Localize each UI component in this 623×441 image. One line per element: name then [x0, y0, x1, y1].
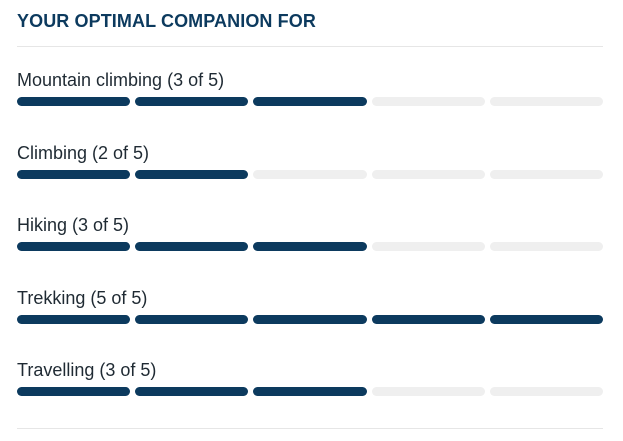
rating-segment-empty	[489, 387, 604, 396]
section-heading: YOUR OPTIMAL COMPANION FOR	[17, 11, 316, 31]
rating-segment-filled	[135, 315, 249, 324]
rating-label: Travelling (3 of 5)	[17, 360, 157, 380]
top-divider	[17, 46, 603, 47]
rating-segment-filled	[253, 387, 367, 396]
rating-segment-filled	[371, 315, 485, 324]
rating-segment-empty	[371, 387, 485, 396]
rating-segment-filled	[17, 387, 131, 396]
rating-label: Hiking (3 of 5)	[17, 215, 130, 235]
rating-segment-empty	[489, 97, 604, 106]
rating-segment-filled	[135, 97, 249, 106]
rating-trekking: Trekking (5 of 5)	[17, 287, 604, 324]
rating-label: Mountain climbing (3 of 5)	[17, 70, 225, 90]
rating-bar	[17, 387, 604, 396]
rating-mountain-climbing: Mountain climbing (3 of 5)	[17, 69, 604, 106]
rating-segment-filled	[17, 315, 131, 324]
companion-panel: YOUR OPTIMAL COMPANION FOR Mountain clim…	[17, 0, 604, 441]
bottom-divider	[17, 428, 603, 429]
rating-hiking: Hiking (3 of 5)	[17, 214, 604, 251]
rating-bar	[17, 242, 604, 251]
rating-segment-filled	[253, 315, 367, 324]
rating-segment-empty	[371, 97, 485, 106]
rating-segment-empty	[371, 170, 485, 179]
rating-segment-filled	[253, 97, 367, 106]
rating-segment-filled	[135, 387, 249, 396]
rating-label: Trekking (5 of 5)	[17, 288, 148, 308]
rating-segment-empty	[489, 170, 604, 179]
rating-segment-filled	[253, 242, 367, 251]
rating-segment-filled	[489, 315, 604, 324]
rating-segment-filled	[17, 97, 131, 106]
rating-segment-filled	[17, 170, 131, 179]
rating-segment-filled	[135, 242, 249, 251]
rating-segment-empty	[489, 242, 604, 251]
rating-bar	[17, 97, 604, 106]
rating-bar	[17, 170, 604, 179]
rating-segment-filled	[17, 242, 131, 251]
rating-travelling: Travelling (3 of 5)	[17, 359, 604, 396]
rating-segment-empty	[371, 242, 485, 251]
rating-climbing: Climbing (2 of 5)	[17, 142, 604, 179]
rating-segment-empty	[253, 170, 367, 179]
rating-segment-filled	[135, 170, 249, 179]
rating-label: Climbing (2 of 5)	[17, 143, 150, 163]
rating-bar	[17, 315, 604, 324]
